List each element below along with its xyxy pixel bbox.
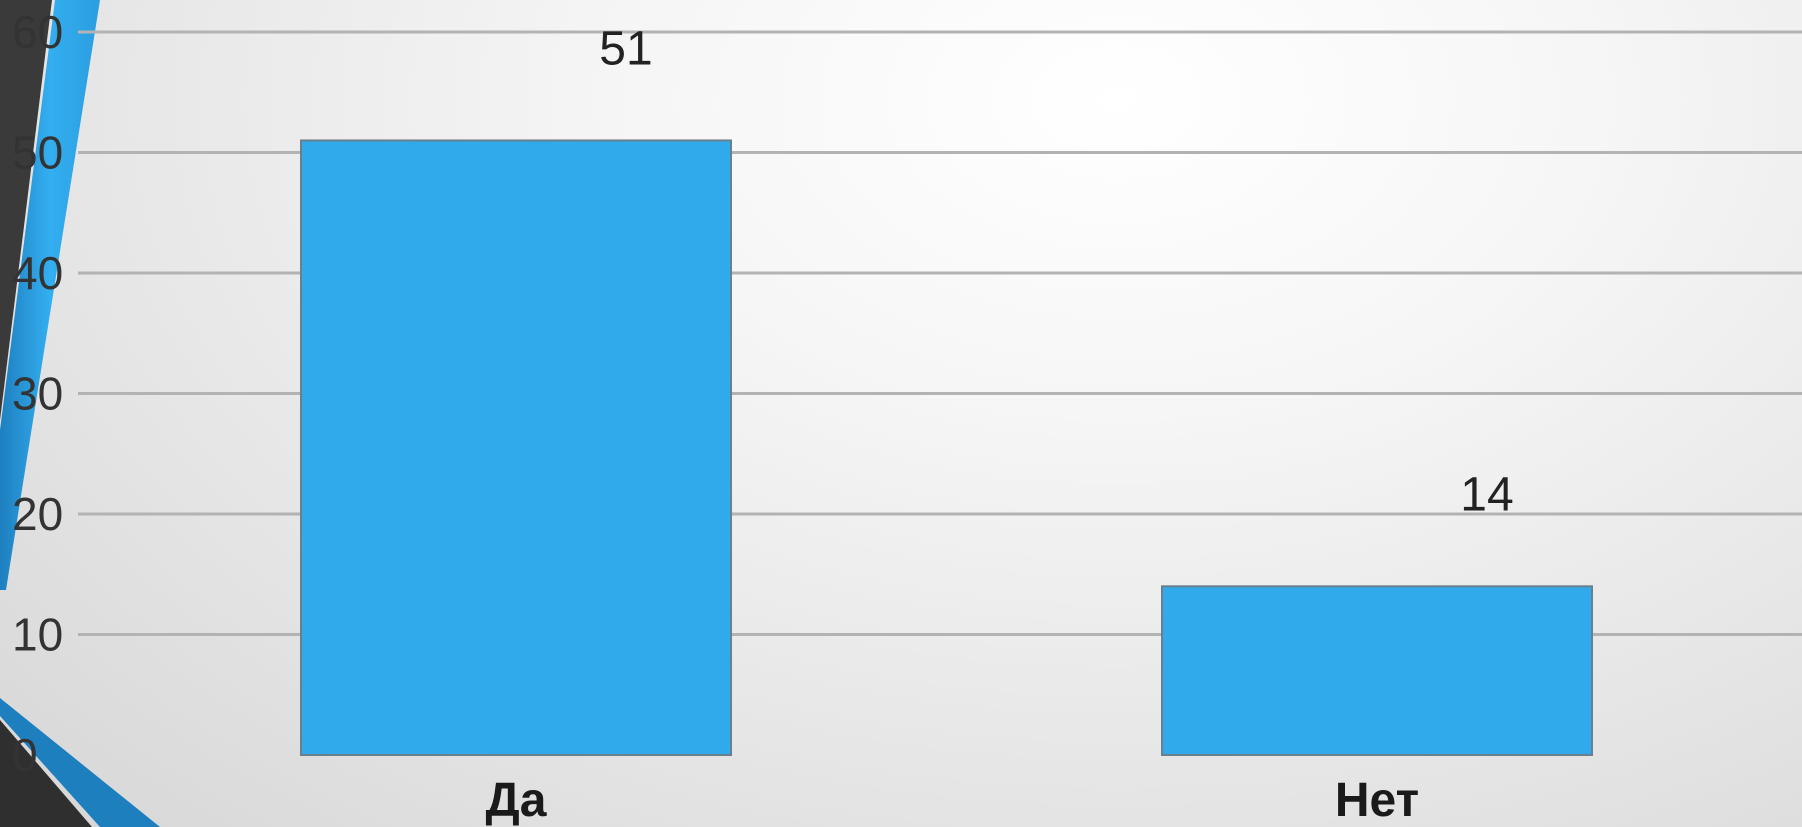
y-tick-label: 30 (12, 368, 63, 420)
blue-accent-stripe (0, 0, 100, 590)
y-tick-label: 40 (12, 247, 63, 299)
bar-1 (300, 139, 732, 756)
y-tick-label: 0 (12, 729, 38, 781)
x-axis-categories: Да Нет (486, 774, 1420, 827)
category-label: Нет (1335, 774, 1419, 827)
data-label: 51 (599, 22, 652, 75)
data-labels: 51 14 (599, 22, 1513, 521)
data-label: 14 (1460, 468, 1513, 521)
y-tick-label: 50 (12, 127, 63, 179)
blue-corner-shape (0, 698, 160, 827)
category-label: Да (486, 774, 547, 827)
y-tick-label: 10 (12, 609, 63, 661)
y-tick-label: 20 (12, 488, 63, 540)
y-tick-label: 60 (12, 6, 63, 58)
bar-2 (1161, 585, 1593, 756)
y-axis-ticks: 0 10 20 30 40 50 60 (12, 6, 63, 781)
bars (300, 139, 1593, 756)
dark-corner-shape (0, 720, 92, 827)
slide-decoration (0, 0, 160, 827)
dark-side-shape (0, 0, 52, 420)
